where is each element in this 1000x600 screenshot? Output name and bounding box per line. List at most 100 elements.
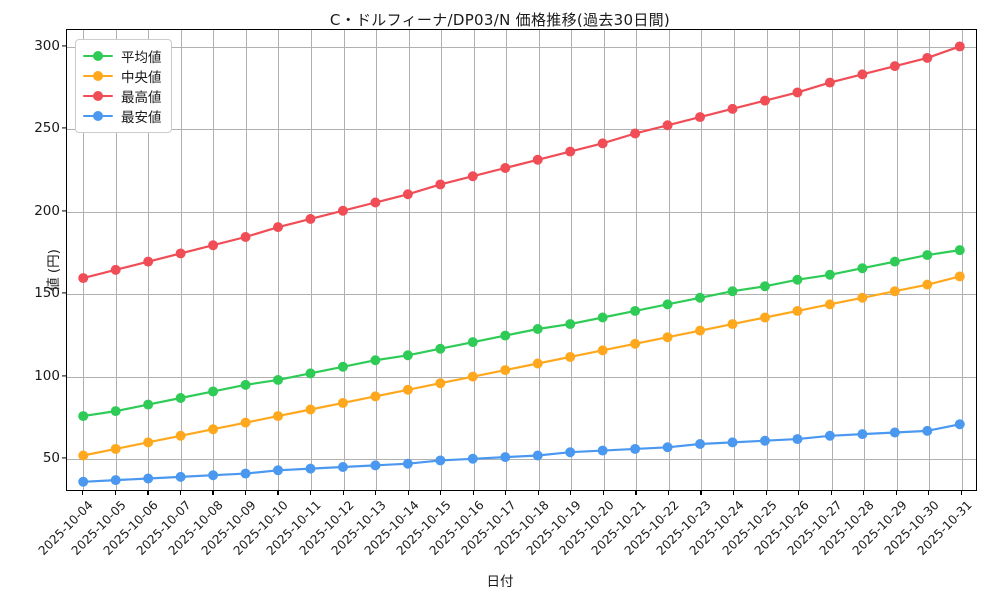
data-point [402,458,413,469]
data-point [175,248,186,259]
legend-item-最高値[interactable]: 最高値 [83,86,162,106]
data-point [792,434,803,445]
gridline-horizontal [67,459,976,460]
x-tick-mark [830,491,832,495]
x-tick-mark [700,491,702,495]
x-tick-mark [505,491,507,495]
x-tick-mark [179,491,182,495]
x-tick-mark [537,491,539,495]
data-point [435,455,446,466]
data-point [695,112,706,123]
y-axis-label: 値 (円) [46,249,62,291]
data-point [175,393,186,403]
data-point [370,355,381,366]
data-point [727,437,738,448]
data-point [435,343,446,354]
data-point [695,325,706,336]
data-point [110,406,121,417]
data-point [110,475,121,486]
data-point [597,445,608,456]
data-point [630,305,641,316]
legend-swatch-icon [83,89,113,103]
data-point [240,379,251,390]
data-point [78,476,89,487]
x-tick-mark [928,491,930,495]
data-point [889,286,900,297]
data-point [824,77,835,88]
legend-label: 中央値 [121,70,162,86]
data-point [143,473,154,484]
data-point [759,95,770,106]
x-tick-mark [147,491,149,495]
gridline-vertical [180,30,182,490]
legend-swatch-icon [83,49,113,63]
x-tick-mark [863,491,865,495]
data-point [922,279,933,290]
y-tick-label: 250 [34,120,60,136]
chart-legend: 平均値中央値最高値最安値 [75,39,172,133]
gridline-vertical [506,30,508,490]
gridline-vertical [343,30,345,490]
data-point [143,437,154,448]
data-point [630,338,641,349]
data-point [435,179,446,190]
x-tick-mark [732,491,735,495]
data-point [824,269,835,280]
series-line [82,275,961,457]
data-point [273,465,284,476]
data-point [597,345,608,356]
gridline-vertical [245,30,247,490]
series-最安値 [78,419,965,487]
gridline-vertical [538,30,540,490]
legend-label: 平均値 [121,50,162,66]
legend-label: 最高値 [121,90,162,106]
data-point [954,419,965,430]
data-point [922,250,933,261]
data-point [435,378,446,389]
x-tick-mark [895,491,897,495]
y-tick-label: 200 [34,202,60,219]
data-point [889,427,900,438]
data-point [662,120,673,131]
legend-item-中央値[interactable]: 中央値 [83,66,162,86]
x-tick-mark [277,491,279,495]
series-lines [78,41,965,487]
data-point [208,424,219,435]
data-point [954,41,965,52]
gridline-vertical [278,30,280,490]
legend-swatch-icon [83,69,113,83]
data-point [305,213,316,224]
gridline-horizontal [67,294,976,295]
y-tick-mark [62,44,66,47]
gridline-vertical [668,30,670,490]
data-point [208,386,219,397]
data-point [662,299,673,310]
gridline-vertical [733,30,735,490]
data-point [662,332,673,343]
data-point [727,286,738,297]
data-point [889,61,900,72]
series-line [82,423,961,483]
legend-item-平均値[interactable]: 平均値 [83,46,162,66]
data-point [889,256,900,267]
y-tick-label: 150 [34,285,60,301]
data-point [759,435,770,446]
gridline-vertical [83,30,85,490]
x-tick-mark [310,491,312,495]
data-point [370,197,381,208]
gridline-vertical [441,30,443,490]
data-point [305,463,316,474]
data-point [467,337,478,348]
x-tick-mark [472,491,474,495]
data-point [175,430,186,441]
legend-item-最安値[interactable]: 最安値 [83,106,162,126]
data-point [110,443,121,454]
data-point [695,292,706,303]
data-point [78,273,89,284]
gridline-vertical [831,30,833,490]
data-point [532,358,543,369]
y-tick-mark [62,127,66,129]
data-point [824,299,835,310]
legend-label: 最安値 [121,110,162,126]
data-point [954,245,965,256]
